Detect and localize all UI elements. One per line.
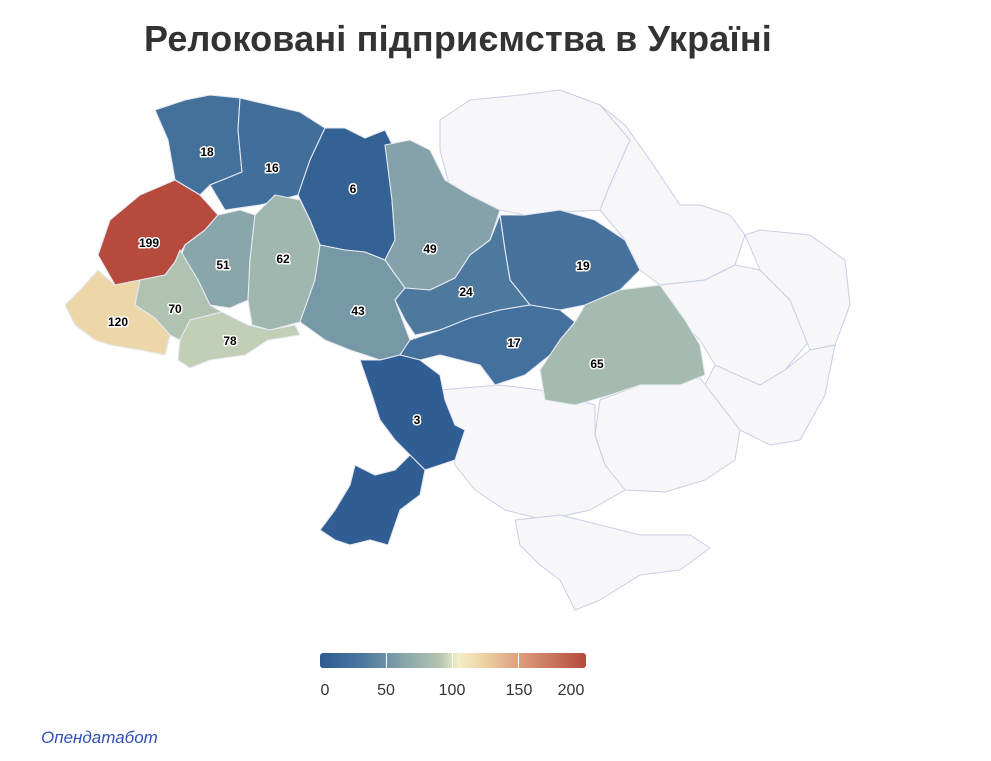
ukraine-map: 18 16 6 49 19 199 51 62 43 24 120 70 78 17 65 3 bbox=[64, 89, 851, 611]
region-value-label-kyiv: 49 bbox=[423, 242, 437, 256]
legend-tick-50 bbox=[386, 653, 387, 668]
region-value-label-ternopil: 51 bbox=[216, 258, 230, 272]
legend-label-100: 100 bbox=[438, 682, 466, 699]
region-value-labels: 18 16 6 49 19 199 51 62 43 24 120 70 78 17 65 3 bbox=[106, 144, 605, 429]
regions-without-data bbox=[439, 89, 851, 611]
region-dnipropetrovsk[interactable] bbox=[539, 284, 706, 406]
legend-label-150: 150 bbox=[505, 682, 533, 699]
map-title: Релоковані підприємства в Україні bbox=[144, 18, 772, 59]
region-chernivtsi[interactable] bbox=[177, 311, 301, 369]
legend-tick-150 bbox=[518, 653, 519, 668]
legend-tick-100 bbox=[452, 653, 453, 668]
region-mykolaiv[interactable] bbox=[359, 354, 466, 471]
region-kherson[interactable] bbox=[439, 384, 626, 521]
region-crimea[interactable] bbox=[514, 514, 711, 611]
region-value-label-zhytomyr: 6 bbox=[350, 182, 357, 196]
legend-label-0: 0 bbox=[320, 682, 330, 699]
legend-label-200: 200 bbox=[557, 682, 585, 699]
region-value-label-dnipropetrovsk: 65 bbox=[590, 357, 604, 371]
regions-with-data bbox=[64, 94, 706, 546]
region-value-label-cherkasy: 24 bbox=[459, 285, 473, 299]
region-value-label-chernivtsi: 78 bbox=[223, 334, 237, 348]
legend-label-50: 50 bbox=[377, 682, 395, 699]
region-value-label-zakarpattia: 120 bbox=[108, 315, 128, 329]
region-value-label-mykolaiv: 3 bbox=[414, 413, 421, 427]
region-value-label-vinnytsia: 43 bbox=[351, 304, 365, 318]
region-value-label-rivne: 16 bbox=[265, 161, 279, 175]
region-value-label-volyn: 18 bbox=[200, 145, 214, 159]
region-value-label-poltava: 19 bbox=[576, 259, 590, 273]
region-value-label-kirovohrad: 17 bbox=[507, 336, 521, 350]
legend-color-scale bbox=[320, 653, 586, 668]
region-ternopil[interactable] bbox=[179, 209, 256, 309]
region-value-label-lviv: 199 bbox=[139, 236, 159, 250]
region-value-label-khmelnytskyi: 62 bbox=[276, 252, 290, 266]
source-credit: Опендатабот bbox=[41, 728, 158, 747]
region-value-label-ivano-frankivsk: 70 bbox=[168, 302, 182, 316]
region-odesa[interactable] bbox=[319, 454, 426, 546]
